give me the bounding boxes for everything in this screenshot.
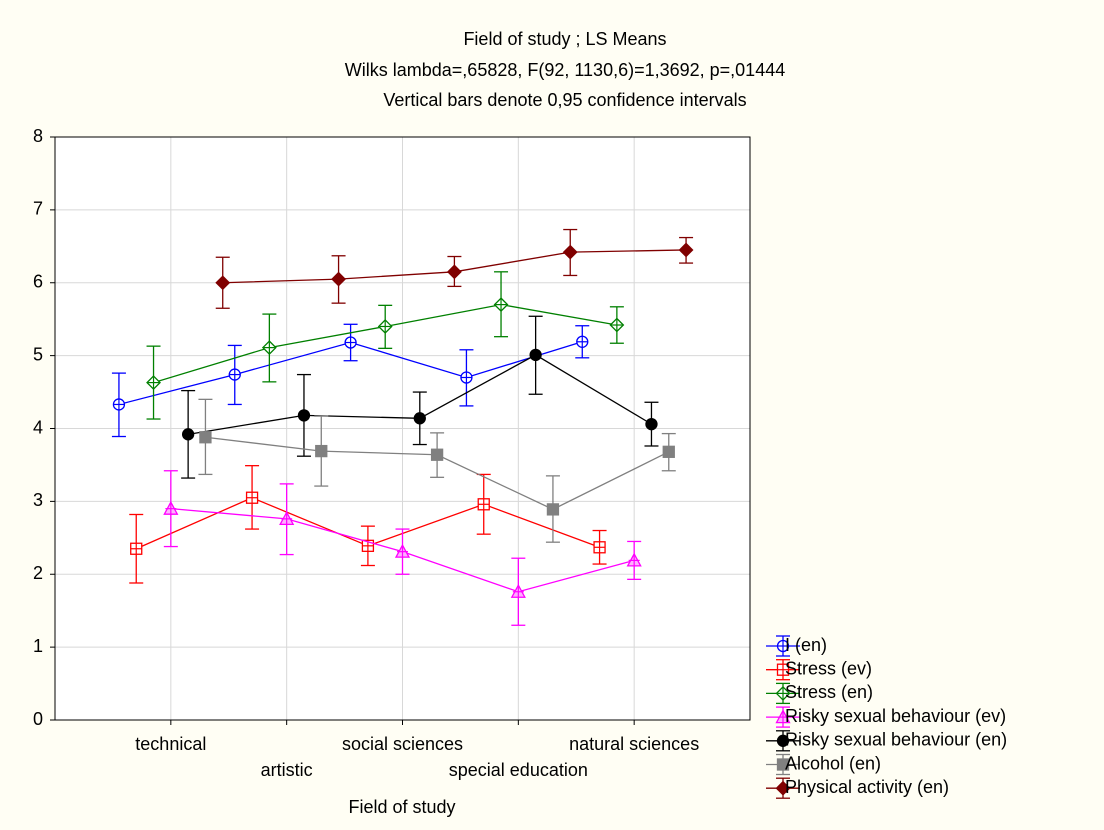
data-point bbox=[297, 409, 311, 422]
marker-shape bbox=[413, 412, 426, 425]
data-point bbox=[529, 348, 542, 362]
data-point bbox=[315, 444, 328, 458]
marker-shape bbox=[562, 244, 578, 260]
data-point bbox=[493, 297, 509, 313]
y-tick-label: 6 bbox=[33, 272, 43, 292]
marker-shape bbox=[776, 758, 790, 771]
y-tick-label: 8 bbox=[33, 126, 43, 146]
marker-shape bbox=[645, 417, 658, 431]
x-axis-label: Field of study bbox=[348, 797, 455, 817]
data-point bbox=[245, 491, 259, 504]
legend-item: Stress (en) bbox=[766, 682, 873, 705]
data-point bbox=[344, 336, 357, 349]
data-point bbox=[546, 503, 560, 516]
data-point bbox=[460, 371, 473, 384]
data-point bbox=[576, 335, 589, 348]
legend-item: I (en) bbox=[766, 635, 827, 657]
chart-title: Field of study ; LS Means bbox=[463, 29, 666, 49]
marker-shape bbox=[297, 409, 311, 422]
x-tick-label: natural sciences bbox=[569, 734, 699, 754]
data-point bbox=[331, 271, 346, 287]
data-point bbox=[609, 317, 625, 333]
legend-item: Physical activity (en) bbox=[766, 777, 949, 799]
x-tick-label: social sciences bbox=[342, 734, 463, 754]
y-tick-label: 3 bbox=[33, 490, 43, 510]
marker-shape bbox=[446, 264, 462, 280]
legend-label: Stress (ev) bbox=[785, 658, 872, 678]
chart-note: Vertical bars denote 0,95 confidence int… bbox=[383, 90, 746, 110]
y-tick-label: 7 bbox=[33, 199, 43, 219]
legend-label: Risky sexual behaviour (ev) bbox=[785, 706, 1006, 726]
data-point bbox=[678, 242, 694, 258]
y-tick-label: 5 bbox=[33, 344, 43, 364]
x-tick-label: artistic bbox=[261, 760, 313, 780]
marker-shape bbox=[430, 448, 444, 461]
data-point bbox=[510, 583, 526, 598]
data-point bbox=[477, 498, 490, 511]
legend-item: Stress (ev) bbox=[766, 658, 872, 681]
data-point bbox=[446, 264, 462, 280]
data-point bbox=[215, 275, 231, 291]
y-tick-label: 0 bbox=[33, 709, 43, 729]
legend-label: Physical activity (en) bbox=[785, 777, 949, 797]
data-point bbox=[181, 428, 195, 441]
data-point bbox=[112, 398, 126, 411]
plot-frame bbox=[54, 136, 751, 721]
marker-shape bbox=[775, 780, 791, 796]
marker-shape bbox=[331, 271, 346, 287]
legend-label: Stress (en) bbox=[785, 682, 873, 702]
data-point bbox=[146, 375, 161, 391]
y-tick-label: 2 bbox=[33, 563, 43, 583]
marker-shape bbox=[776, 734, 790, 747]
marker-shape bbox=[546, 503, 560, 516]
x-tick-label: technical bbox=[135, 734, 206, 754]
data-point bbox=[261, 340, 277, 356]
data-point bbox=[130, 542, 143, 555]
x-tick-label: special education bbox=[449, 760, 588, 780]
data-point bbox=[626, 552, 642, 567]
y-tick-label: 4 bbox=[33, 417, 43, 437]
data-point bbox=[562, 244, 578, 260]
data-point bbox=[163, 500, 179, 515]
data-point bbox=[228, 368, 241, 381]
legend-label: I (en) bbox=[785, 635, 827, 655]
chart-subtitle: Wilks lambda=,65828, F(92, 1130,6)=1,369… bbox=[345, 60, 785, 80]
data-point bbox=[430, 448, 444, 461]
marker-shape bbox=[678, 242, 694, 258]
legend-item: Alcohol (en) bbox=[766, 753, 881, 776]
legend-item: Risky sexual behaviour (en) bbox=[766, 730, 1007, 752]
data-point bbox=[593, 541, 606, 554]
marker-shape bbox=[215, 275, 231, 291]
data-point bbox=[199, 431, 212, 444]
data-point bbox=[662, 445, 675, 458]
marker-shape bbox=[662, 445, 675, 458]
data-point bbox=[645, 417, 658, 431]
data-point bbox=[377, 319, 393, 334]
data-point bbox=[413, 412, 426, 425]
y-tick-label: 1 bbox=[33, 636, 43, 656]
marker-shape bbox=[529, 348, 542, 362]
marker-shape bbox=[199, 431, 212, 444]
data-point bbox=[394, 543, 411, 558]
legend-item: Risky sexual behaviour (ev) bbox=[766, 706, 1006, 728]
legend-label: Risky sexual behaviour (en) bbox=[785, 730, 1007, 750]
marker-shape bbox=[315, 444, 328, 458]
data-point bbox=[279, 511, 295, 526]
marker-shape bbox=[181, 428, 195, 441]
data-point bbox=[361, 539, 375, 552]
legend-label: Alcohol (en) bbox=[785, 753, 881, 773]
